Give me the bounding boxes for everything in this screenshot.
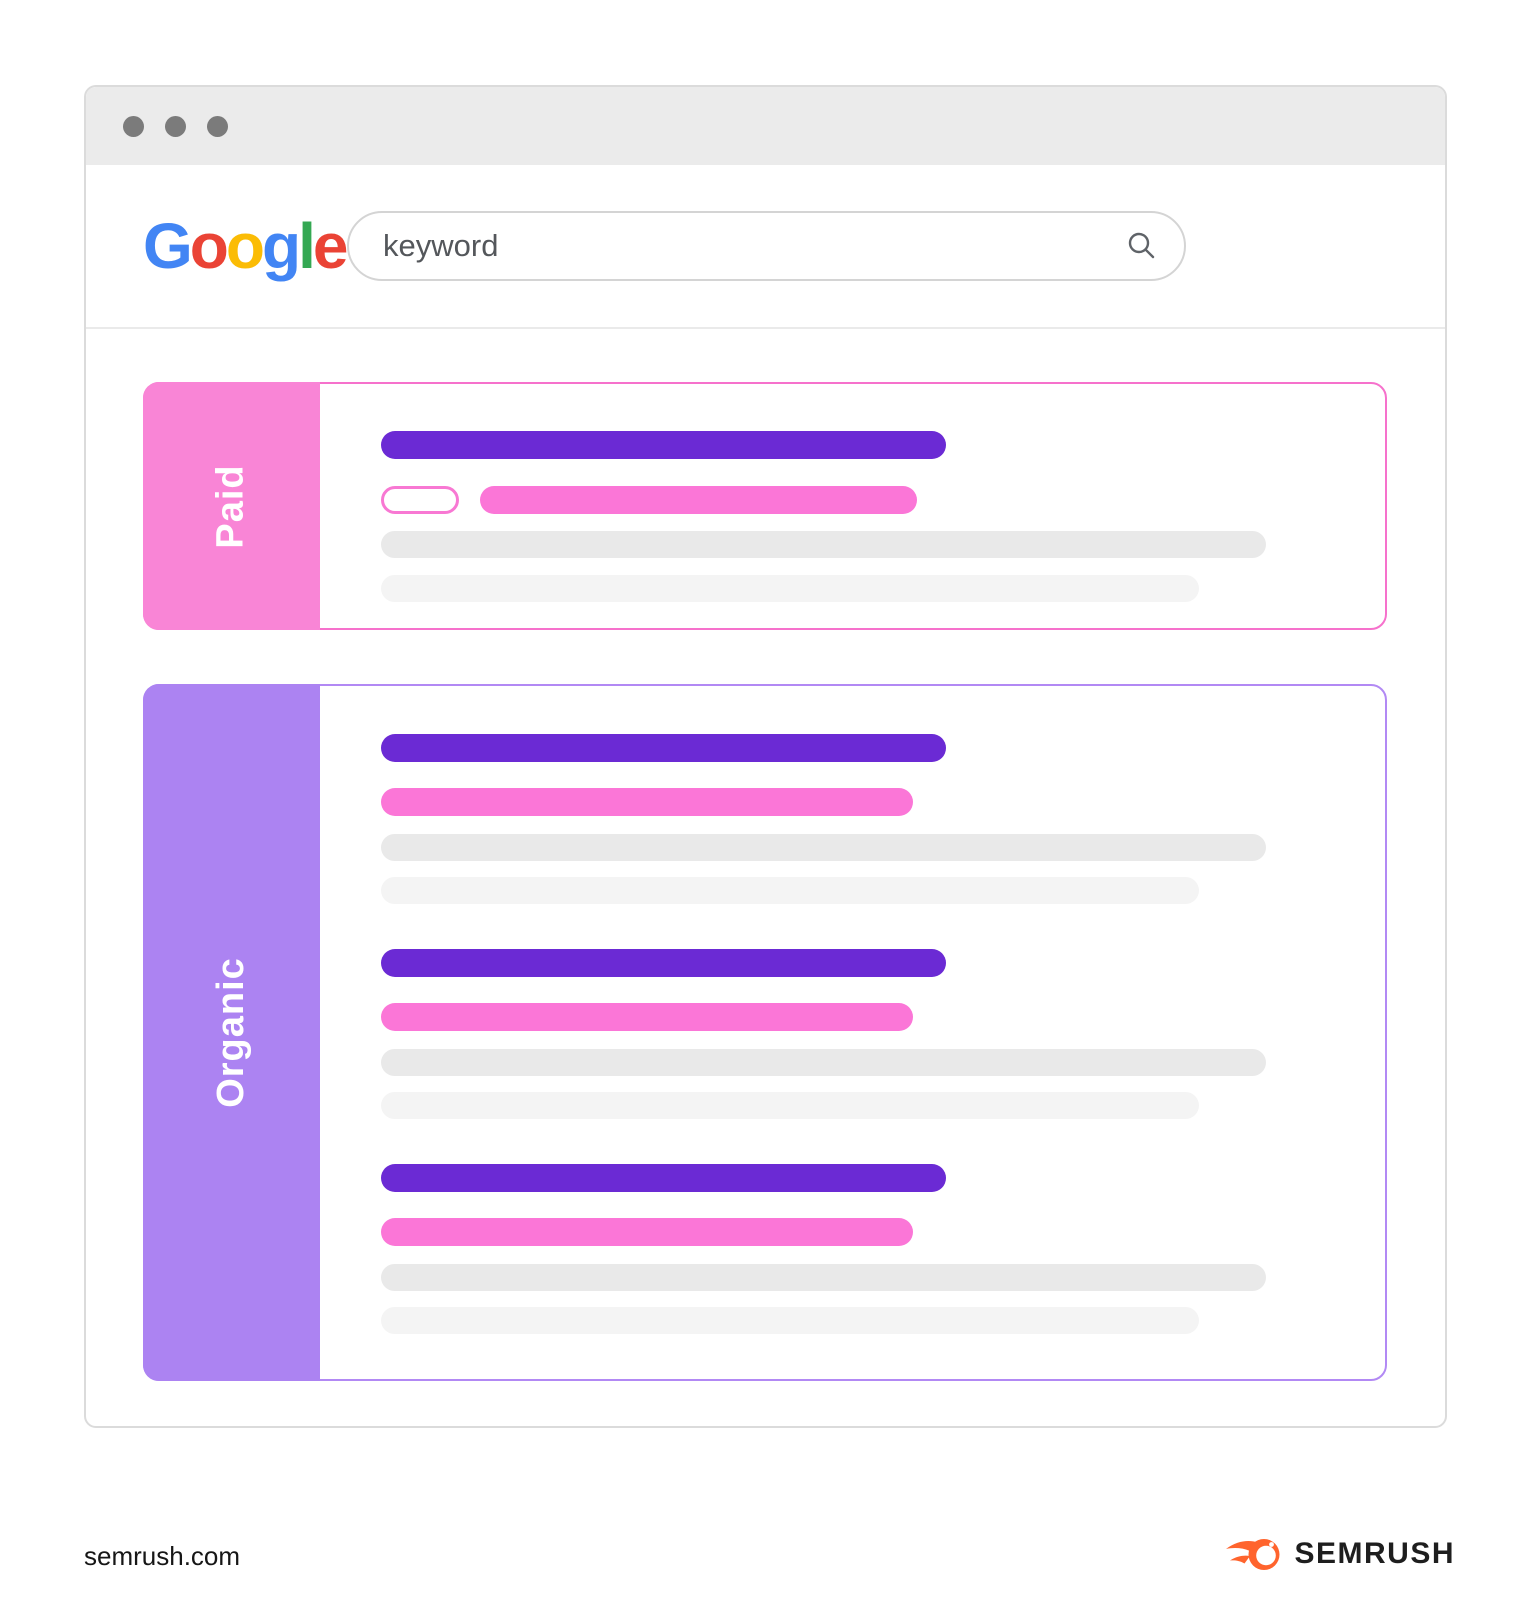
organic-label-text: Organic — [209, 957, 252, 1108]
google-letter: G — [143, 210, 193, 282]
paid-description-bar-2 — [381, 575, 1199, 602]
search-icon[interactable] — [1126, 230, 1158, 262]
browser-titlebar — [86, 87, 1445, 165]
organic-result — [381, 734, 1385, 904]
google-letter: e — [312, 210, 349, 282]
paid-url-bar — [480, 486, 917, 514]
google-letter: g — [261, 210, 301, 282]
result-title-bar — [381, 1164, 946, 1192]
paid-url-row — [381, 486, 1385, 514]
paid-section-label: Paid — [143, 382, 320, 630]
result-text-bar-2 — [381, 877, 1199, 904]
window-control-dot[interactable] — [165, 115, 186, 137]
result-text-bar — [381, 1049, 1266, 1076]
semrush-flame-icon — [1226, 1539, 1280, 1570]
result-title-bar — [381, 949, 946, 977]
search-query[interactable]: keyword — [383, 228, 499, 263]
ad-badge — [381, 486, 459, 514]
organic-section-label: Organic — [143, 684, 320, 1381]
result-url-bar — [381, 788, 913, 816]
result-text-bar — [381, 1264, 1266, 1291]
paid-result — [145, 384, 1385, 602]
organic-results-section: Organic — [143, 684, 1387, 1381]
result-text-bar — [381, 834, 1266, 861]
organic-result — [381, 1164, 1385, 1334]
source-caption: semrush.com — [84, 1541, 241, 1571]
paid-label-text: Paid — [210, 463, 252, 549]
result-url-bar — [381, 1218, 913, 1246]
google-letter: l — [298, 210, 316, 282]
window-control-dot[interactable] — [207, 115, 228, 137]
search-bar[interactable]: keyword — [347, 211, 1186, 281]
paid-description-bar — [381, 531, 1266, 558]
result-text-bar-2 — [381, 1307, 1199, 1334]
paid-results-section: Paid — [143, 382, 1387, 630]
paid-title-bar — [381, 431, 946, 459]
organic-result — [381, 949, 1385, 1119]
semrush-wordmark: SEMRUSH — [1294, 1537, 1455, 1570]
result-url-bar — [381, 1003, 913, 1031]
google-letter: o — [225, 210, 265, 282]
google-letter: o — [189, 210, 229, 282]
result-text-bar-2 — [381, 1092, 1199, 1119]
result-title-bar — [381, 734, 946, 762]
semrush-logo: SEMRUSH — [1224, 1536, 1455, 1572]
window-control-dot[interactable] — [123, 115, 144, 137]
